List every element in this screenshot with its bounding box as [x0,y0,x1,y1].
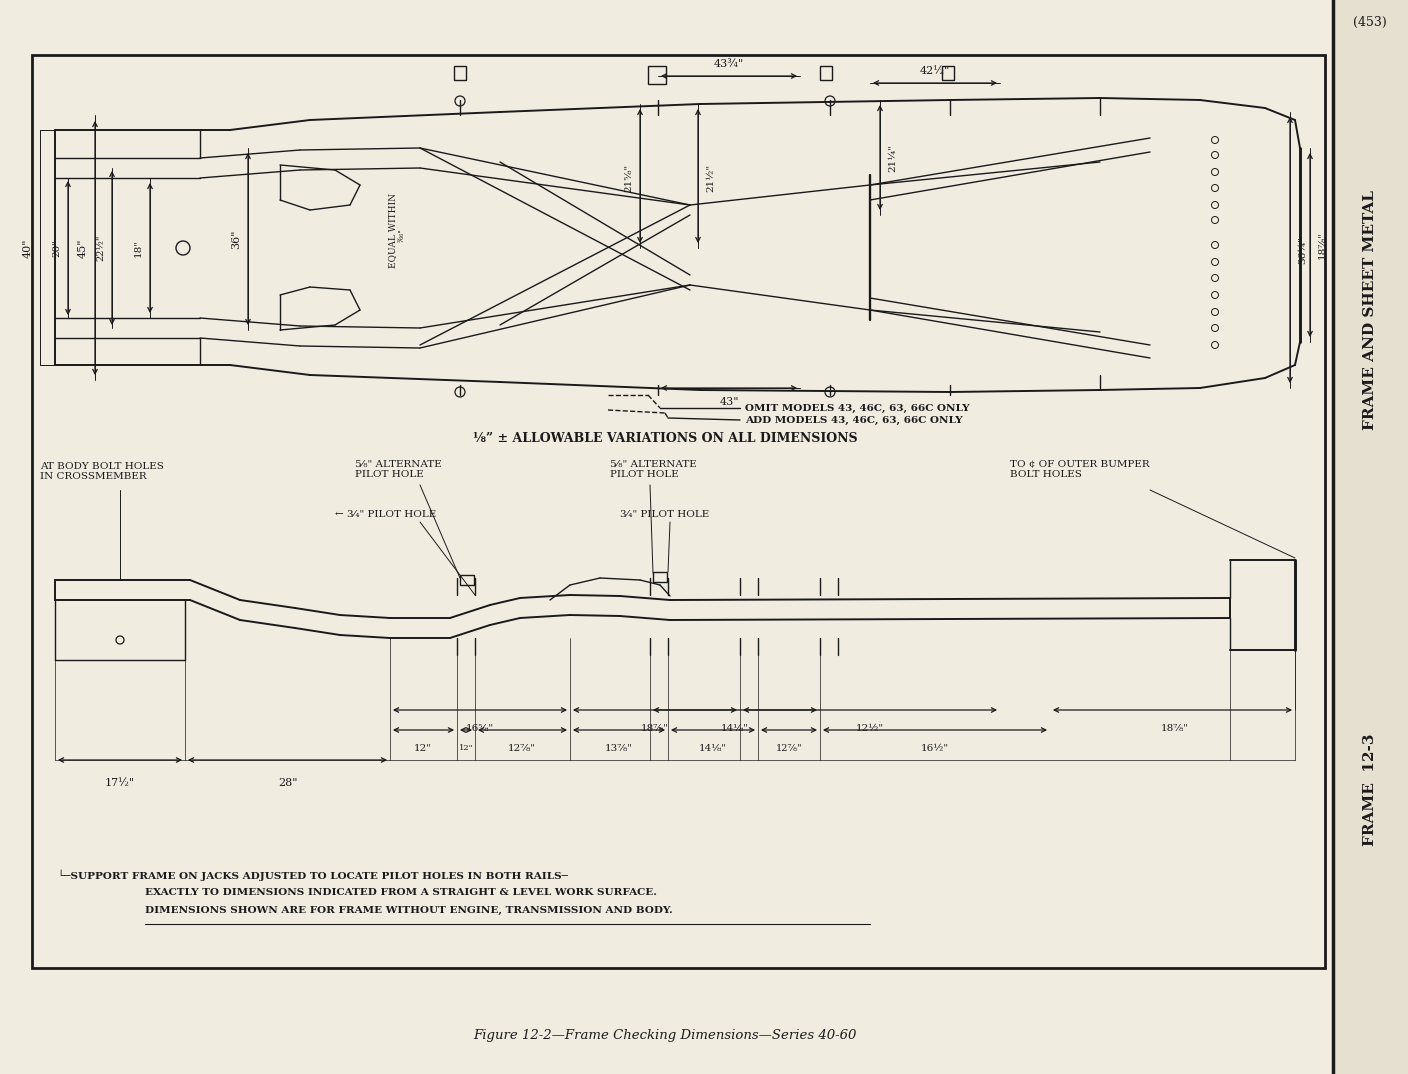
Text: 12": 12" [459,744,473,752]
Bar [648,66,666,84]
Text: 45": 45" [77,238,87,258]
Text: 43": 43" [719,397,739,407]
Text: OMIT MODELS 43, 46C, 63, 66C ONLY: OMIT MODELS 43, 46C, 63, 66C ONLY [745,404,970,412]
Text: 28": 28" [279,778,297,788]
Text: Figure 12-2—Frame Checking Dimensions—Series 40-60: Figure 12-2—Frame Checking Dimensions—Se… [473,1029,856,1042]
Text: ADD MODELS 43, 46C, 63, 66C ONLY: ADD MODELS 43, 46C, 63, 66C ONLY [745,416,963,424]
Text: 18": 18" [134,240,144,257]
Text: EXACTLY TO DIMENSIONS INDICATED FROM A STRAIGHT & LEVEL WORK SURFACE.: EXACTLY TO DIMENSIONS INDICATED FROM A S… [145,888,658,897]
Bar [1333,0,1408,1074]
Text: 14⅛": 14⅛" [698,744,727,753]
Text: 42½": 42½" [919,66,950,76]
Text: EQUAL WITHIN: EQUAL WITHIN [389,192,397,267]
Bar [453,66,466,79]
Text: ⅛” ± ALLOWABLE VARIATIONS ON ALL DIMENSIONS: ⅛” ± ALLOWABLE VARIATIONS ON ALL DIMENSI… [473,432,857,445]
Text: 13⅞": 13⅞" [605,744,634,753]
Text: ← 3⁄₄" PILOT HOLE: ← 3⁄₄" PILOT HOLE [335,510,436,519]
Text: 12⅞": 12⅞" [776,744,803,753]
Bar [460,575,474,585]
Text: 21⅝": 21⅝" [624,164,634,192]
Text: 40": 40" [23,238,32,258]
Text: 22½": 22½" [96,235,106,261]
Text: DIMENSIONS SHOWN ARE FOR FRAME WITHOUT ENGINE, TRANSMISSION AND BODY.: DIMENSIONS SHOWN ARE FOR FRAME WITHOUT E… [145,906,673,915]
Text: AT BODY BOLT HOLES
IN CROSSMEMBER: AT BODY BOLT HOLES IN CROSSMEMBER [39,462,163,481]
Text: FRAME  12-3: FRAME 12-3 [1363,734,1377,846]
Text: 18⅞": 18⅞" [641,724,669,732]
Text: ³⁄₆₆": ³⁄₆₆" [398,228,406,242]
Text: TO ¢ OF OUTER BUMPER
BOLT HOLES: TO ¢ OF OUTER BUMPER BOLT HOLES [1010,460,1149,479]
Text: 12½": 12½" [856,724,884,732]
Text: 36¼": 36¼" [1298,236,1307,264]
Text: 16⅝": 16⅝" [466,724,494,732]
Text: 36": 36" [231,229,241,249]
Text: FRAME AND SHEET METAL: FRAME AND SHEET METAL [1363,190,1377,430]
Text: 5⁄₈" ALTERNATE
PILOT HOLE: 5⁄₈" ALTERNATE PILOT HOLE [610,460,697,479]
Text: 14⅛": 14⅛" [721,724,749,732]
Text: 17½": 17½" [106,778,135,788]
Bar [32,55,1325,968]
Text: 18⅞": 18⅞" [1162,724,1188,732]
Text: 43¾": 43¾" [714,59,743,69]
Text: 3⁄₄" PILOT HOLE: 3⁄₄" PILOT HOLE [620,510,710,519]
Text: 18⅞": 18⅞" [1318,231,1326,259]
Text: 12": 12" [414,744,432,753]
Text: 12⅞": 12⅞" [508,744,536,753]
Bar [942,66,955,79]
Text: 21¼": 21¼" [888,144,897,172]
Text: 20": 20" [52,240,61,257]
Bar [653,572,667,582]
Text: 16½": 16½" [921,744,949,753]
Text: (453): (453) [1353,15,1387,29]
Text: 5⁄₈" ALTERNATE
PILOT HOLE: 5⁄₈" ALTERNATE PILOT HOLE [355,460,442,479]
Text: 21½": 21½" [705,164,715,192]
Bar [819,66,832,79]
Text: └─SUPPORT FRAME ON JACKS ADJUSTED TO LOCATE PILOT HOLES IN BOTH RAILS─: └─SUPPORT FRAME ON JACKS ADJUSTED TO LOC… [58,870,567,882]
